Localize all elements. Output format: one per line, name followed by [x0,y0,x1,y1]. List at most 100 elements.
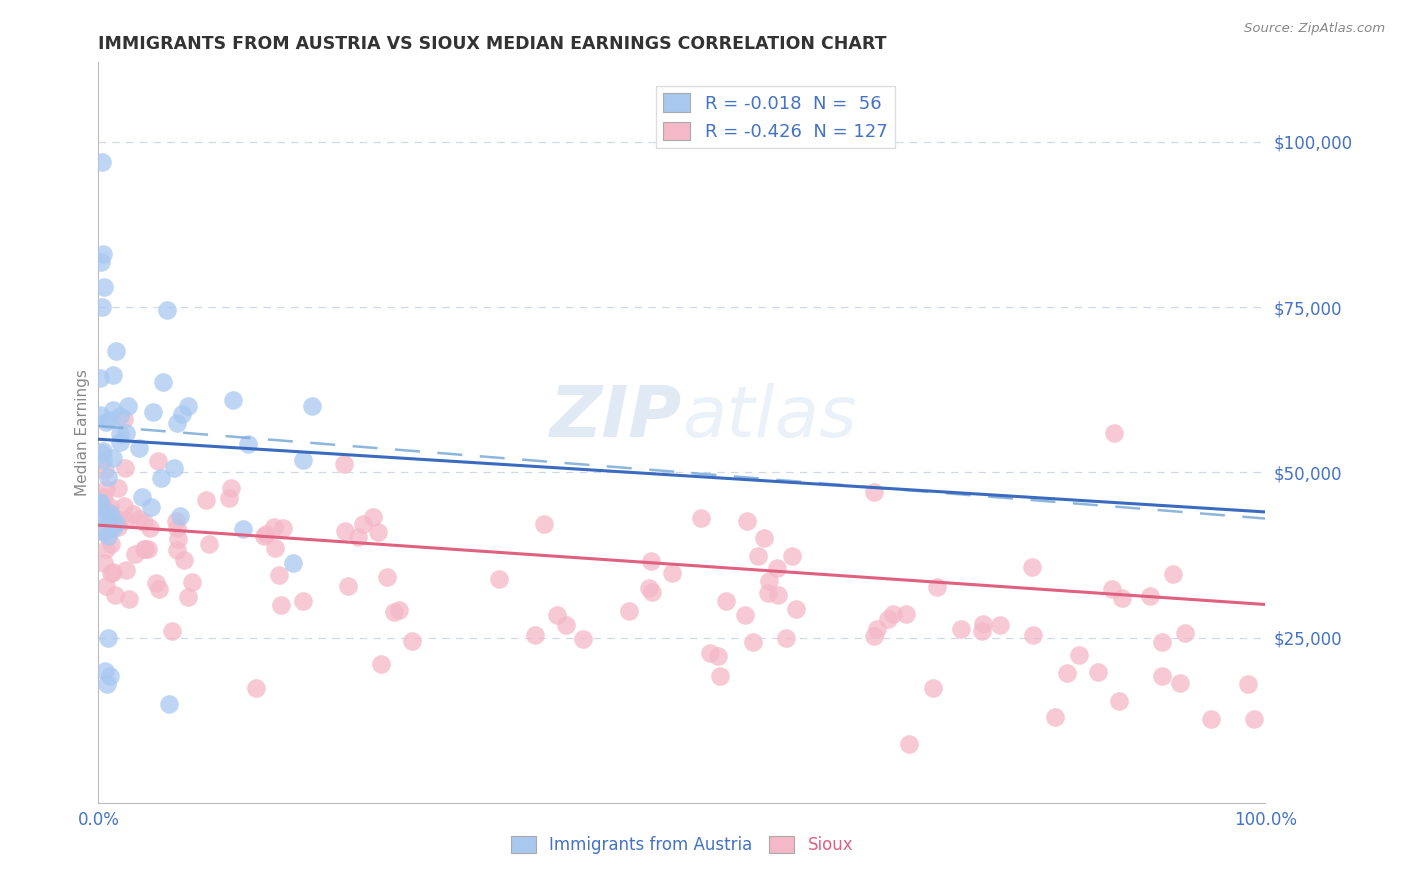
Point [333,457,356,471]
Point [96,677,118,691]
Point [134,541,156,556]
Point [108,409,131,424]
Point [637,581,659,595]
Point [898,737,921,751]
Point [90,154,112,169]
Point [155,303,177,318]
Point [108,435,131,450]
Point [100,566,122,581]
Point [641,584,664,599]
Point [714,593,737,607]
Point [221,481,243,495]
Point [1168,676,1191,690]
Point [690,511,713,525]
Point [1111,591,1133,606]
Point [98,669,121,683]
Text: atlas: atlas [682,384,856,452]
Point [115,425,138,440]
Point [1102,425,1125,440]
Point [89,494,111,508]
Point [533,516,555,531]
Point [292,453,315,467]
Point [90,446,112,460]
Point [169,508,191,523]
Y-axis label: Median Earnings: Median Earnings [75,369,90,496]
Point [177,591,200,605]
Point [145,576,167,591]
Point [382,606,405,620]
Point [263,520,285,534]
Point [105,344,128,359]
Point [89,497,111,511]
Point [96,578,118,592]
Point [117,399,139,413]
Point [180,574,202,589]
Point [271,520,294,534]
Point [370,657,392,671]
Point [765,561,787,575]
Point [94,664,117,678]
Point [152,375,174,389]
Point [949,622,972,636]
Point [107,520,129,534]
Point [105,516,128,530]
Point [925,581,948,595]
Point [108,427,131,442]
Point [735,514,758,528]
Point [863,629,886,643]
Point [195,493,218,508]
Point [93,556,115,570]
Point [118,592,141,607]
Point [1139,590,1161,604]
Point [101,450,124,465]
Point [291,594,314,608]
Point [93,510,115,524]
Point [555,617,578,632]
Point [263,541,285,556]
Point [91,444,114,458]
Point [346,530,368,544]
Point [1022,628,1045,642]
Point [103,368,125,383]
Point [894,607,917,621]
Point [167,532,190,546]
Point [173,553,195,567]
Point [93,280,115,294]
Point [337,579,360,593]
Point [91,453,114,467]
Point [112,499,135,513]
Point [97,504,120,518]
Point [333,524,356,538]
Point [301,399,323,413]
Point [90,300,112,314]
Point [97,631,120,645]
Text: Source: ZipAtlas.com: Source: ZipAtlas.com [1244,22,1385,36]
Point [166,542,188,557]
Point [709,669,731,683]
Point [114,461,136,475]
Point [160,624,183,638]
Point [148,582,170,596]
Point [115,564,138,578]
Point [972,616,994,631]
Point [747,549,769,563]
Point [866,622,889,636]
Point [134,541,156,556]
Point [254,527,277,541]
Point [361,509,384,524]
Point [734,608,756,623]
Point [768,588,790,602]
Point [139,500,162,515]
Point [112,412,135,426]
Point [1152,635,1174,649]
Point [756,586,779,600]
Point [103,403,125,417]
Point [114,512,136,526]
Point [94,511,117,525]
Point [1237,677,1260,691]
Point [108,513,131,527]
Point [546,607,568,622]
Point [1067,648,1090,663]
Point [222,392,245,407]
Point [98,413,121,427]
